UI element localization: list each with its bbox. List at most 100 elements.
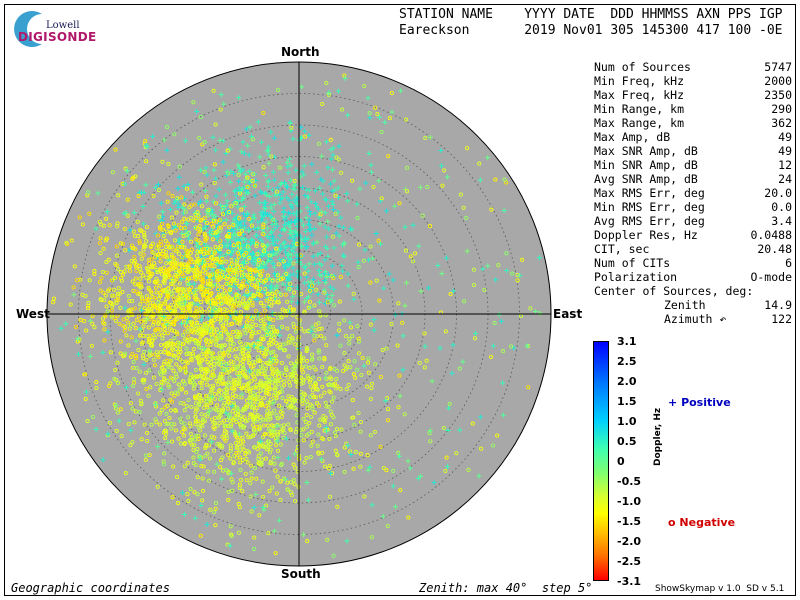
negative-source-point (510, 271, 515, 276)
negative-source-point (234, 329, 239, 334)
positive-source-point (266, 160, 272, 166)
negative-source-point (203, 238, 208, 243)
positive-source-point (260, 252, 266, 258)
negative-source-point (252, 445, 257, 450)
positive-source-point (274, 438, 280, 444)
stat-value: 0.0 (771, 200, 792, 214)
negative-source-point (310, 439, 315, 444)
positive-source-point (443, 255, 449, 261)
negative-source-point (279, 360, 284, 366)
negative-source-point (128, 401, 133, 406)
negative-source-point (288, 340, 293, 345)
negative-source-point (378, 374, 383, 380)
positive-source-point (155, 182, 161, 188)
negative-source-point (228, 524, 233, 529)
negative-source-point (260, 387, 266, 393)
negative-source-point (303, 392, 308, 397)
negative-source-point (352, 359, 357, 364)
positive-source-point (83, 389, 89, 395)
negative-source-point (226, 399, 231, 404)
negative-source-point (334, 368, 340, 373)
negative-source-point (174, 210, 179, 215)
negative-source-point (115, 360, 120, 365)
negative-source-point (346, 359, 351, 364)
negative-source-point (259, 462, 264, 467)
negative-source-point (246, 351, 251, 356)
negative-source-point (251, 363, 256, 368)
negative-source-point (197, 224, 202, 229)
negative-source-point (199, 412, 204, 417)
negative-source-point (252, 183, 257, 188)
negative-source-point (101, 290, 106, 295)
negative-source-point (250, 137, 255, 142)
negative-source-point (327, 389, 332, 394)
negative-source-point (148, 271, 153, 276)
negative-source-point (253, 397, 258, 402)
negative-source-point (80, 222, 85, 227)
negative-source-point (227, 295, 232, 300)
positive-source-point (340, 225, 346, 231)
negative-source-point (209, 373, 214, 378)
negative-source-point (213, 302, 218, 307)
negative-source-point (351, 372, 357, 377)
negative-source-point (212, 365, 217, 370)
negative-source-point (239, 285, 244, 290)
legend-positive-label: Positive (681, 396, 731, 409)
negative-source-point (236, 293, 241, 298)
negative-source-point (173, 428, 179, 433)
negative-source-point (111, 293, 116, 298)
stat-row: Avg SNR Amp, dB 24 (594, 172, 792, 186)
negative-source-point (267, 488, 272, 494)
negative-source-point (305, 424, 310, 429)
negative-source-point (274, 413, 279, 418)
negative-source-point (402, 412, 407, 417)
negative-source-point (471, 282, 477, 288)
positive-source-point (275, 237, 281, 243)
positive-source-point (438, 147, 444, 153)
negative-source-point (261, 337, 266, 342)
positive-source-point (303, 215, 309, 221)
negative-source-point (316, 451, 321, 456)
positive-source-point (266, 256, 272, 262)
negative-source-point (173, 268, 178, 273)
negative-source-point (209, 434, 214, 439)
negative-source-point (528, 306, 533, 311)
negative-source-point (142, 317, 147, 322)
negative-source-point (444, 455, 449, 460)
negative-source-point (271, 217, 276, 222)
negative-source-point (141, 247, 146, 252)
negative-source-point (251, 294, 256, 299)
negative-source-point (288, 281, 293, 286)
negative-source-point (443, 468, 448, 474)
negative-source-point (115, 291, 120, 296)
negative-source-point (266, 406, 271, 411)
positive-source-point (322, 196, 328, 202)
stat-value: 49 (778, 130, 792, 144)
positive-source-point (345, 112, 351, 118)
positive-source-point (490, 343, 496, 349)
stat-label: Num of Sources (594, 60, 691, 74)
positive-source-point (198, 167, 204, 173)
negative-source-point (293, 329, 298, 334)
negative-source-point (90, 414, 96, 420)
positive-source-point (228, 471, 234, 477)
negative-source-point (317, 423, 322, 428)
positive-source-point (224, 169, 230, 175)
negative-source-point (158, 342, 164, 348)
negative-source-point (284, 271, 289, 277)
negative-source-point (422, 365, 427, 370)
negative-source-point (198, 241, 203, 246)
negative-source-point (252, 417, 257, 422)
positive-source-point (161, 313, 167, 319)
positive-source-point (251, 505, 257, 511)
positive-source-point (286, 251, 292, 257)
positive-source-point (221, 205, 227, 211)
negative-source-point (194, 396, 199, 401)
negative-source-point (236, 254, 241, 259)
negative-source-point (212, 510, 217, 515)
negative-source-point (217, 392, 222, 397)
positive-source-point (366, 150, 372, 156)
positive-source-point (339, 263, 345, 269)
negative-source-point (228, 275, 234, 280)
negative-source-point (78, 317, 83, 322)
